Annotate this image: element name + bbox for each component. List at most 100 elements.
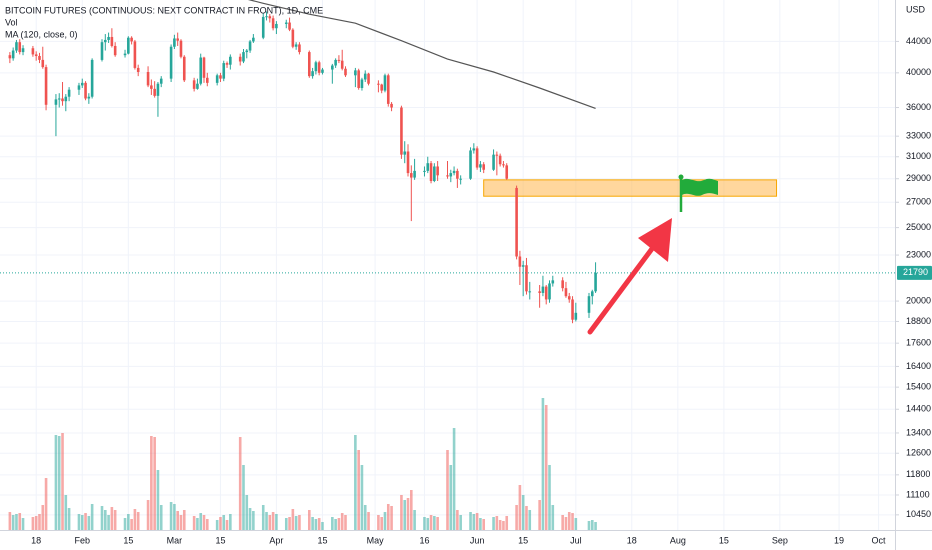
volume-bar	[288, 517, 291, 530]
x-tick-label: Jul	[570, 535, 582, 545]
flag-knob	[678, 174, 684, 180]
candle-body	[390, 103, 393, 108]
candle-body	[429, 163, 433, 182]
y-tick-label: 29000	[906, 173, 931, 183]
candle-body	[291, 29, 295, 47]
flag-drawing	[678, 174, 718, 212]
legend-title: BITCOIN FUTURES (CONTINUOUS: NEXT CONTRA…	[5, 5, 323, 15]
volume-bar	[179, 515, 183, 530]
candle-body	[123, 53, 127, 56]
candle-body	[54, 99, 58, 105]
volume-bar	[268, 515, 272, 530]
volume-bar	[41, 505, 45, 530]
candle-body	[150, 85, 153, 89]
x-tick-label: Feb	[75, 535, 91, 545]
candle-body	[544, 286, 548, 300]
volume-bar	[429, 515, 433, 530]
volume-bar	[275, 514, 278, 530]
volume-bar	[446, 450, 449, 530]
candle-body	[84, 82, 87, 99]
candle-body	[492, 154, 495, 170]
volume-bar	[113, 510, 117, 530]
candle-body	[406, 151, 410, 174]
volume-bar	[594, 522, 597, 530]
volume-bar	[390, 506, 393, 530]
candle-body	[475, 148, 479, 168]
candle-body	[64, 96, 68, 102]
candle-body	[225, 63, 229, 65]
candle-body	[173, 38, 176, 47]
y-tick-label: 14400	[906, 404, 931, 414]
volume-bar	[340, 513, 344, 530]
volume-bar	[229, 514, 232, 530]
x-tick-label: 15	[215, 535, 225, 545]
candle-body	[31, 48, 35, 55]
candle-body	[8, 55, 12, 59]
volume-bar	[472, 514, 476, 530]
y-tick-label: 16400	[906, 361, 931, 371]
legend: BITCOIN FUTURES (CONTINUOUS: NEXT CONTRA…	[5, 5, 323, 39]
candle-body	[261, 16, 265, 38]
candle-body	[199, 57, 203, 84]
volume-bar	[110, 507, 114, 530]
arrow-head	[638, 218, 672, 262]
volume-bar	[410, 490, 413, 530]
volume-bar	[261, 505, 265, 530]
volume-bar	[528, 510, 532, 530]
candle-body	[229, 56, 232, 65]
volume-bar	[574, 518, 578, 530]
y-tick-label: 13400	[906, 427, 931, 437]
x-tick-label: Mar	[167, 535, 183, 545]
candle-body	[176, 38, 179, 41]
candle-body	[136, 67, 140, 73]
candle-body	[360, 79, 364, 88]
volume-bar	[156, 470, 160, 530]
volume-bar	[492, 517, 495, 530]
volume-bar	[199, 513, 203, 530]
volume-bar	[518, 485, 522, 530]
candle-body	[15, 42, 18, 51]
candle-body	[275, 23, 278, 29]
y-tick-label: 11800	[906, 469, 930, 479]
candle-body	[314, 62, 318, 72]
volume-bar	[8, 512, 12, 530]
candle-body	[423, 170, 426, 172]
volume-bar	[103, 510, 107, 530]
candle-body	[127, 37, 130, 54]
candle-body	[410, 173, 413, 178]
y-tick-label: 23000	[906, 249, 931, 259]
candle-body	[541, 286, 545, 293]
volume-bar	[561, 515, 564, 530]
candle-body	[44, 67, 48, 105]
candle-body	[337, 59, 341, 61]
candle-body	[34, 54, 38, 56]
candle-body	[574, 312, 578, 320]
candle-body	[363, 73, 367, 80]
y-tick-label: 11100	[906, 489, 930, 499]
volume-bar	[130, 519, 133, 530]
volume-bar	[380, 517, 383, 530]
volume-bar	[265, 512, 268, 530]
candle-body	[169, 46, 173, 79]
volume-bar	[64, 495, 68, 530]
volume-bar	[11, 515, 15, 530]
candle-body	[196, 83, 199, 89]
candle-body	[205, 77, 209, 83]
volume-bar	[433, 516, 436, 530]
volume-bar	[344, 515, 347, 530]
volume-bar	[18, 513, 22, 530]
arrow-drawing	[587, 218, 672, 335]
volume-bar	[541, 398, 545, 530]
y-tick-label: 18800	[906, 316, 931, 326]
volume-bar	[87, 516, 91, 530]
candle-body	[238, 56, 242, 62]
volume-bar	[403, 500, 407, 530]
candle-body	[61, 98, 64, 102]
candle-body	[413, 170, 416, 178]
candle-body	[472, 148, 476, 151]
volume-bar	[538, 500, 541, 530]
candle-body	[525, 265, 528, 292]
volume-bar	[222, 515, 226, 530]
candle-body	[87, 96, 91, 99]
